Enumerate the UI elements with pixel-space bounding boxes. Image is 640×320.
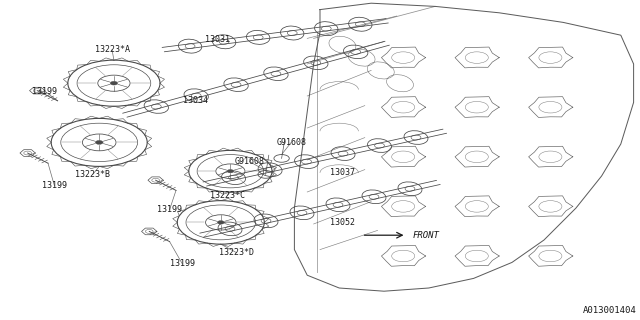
- Text: 13199: 13199: [170, 260, 195, 268]
- Text: 13223*A: 13223*A: [95, 45, 129, 54]
- Text: A013001404: A013001404: [583, 306, 637, 315]
- Text: G91608: G91608: [235, 157, 264, 166]
- Text: 13199: 13199: [42, 181, 67, 190]
- Circle shape: [95, 140, 103, 144]
- Text: 13031: 13031: [205, 36, 230, 44]
- Text: 13199: 13199: [32, 87, 58, 96]
- Text: 13199: 13199: [157, 205, 182, 214]
- Circle shape: [218, 221, 224, 224]
- Text: G91608: G91608: [276, 138, 306, 147]
- Text: 13052: 13052: [330, 218, 355, 227]
- Text: 13223*B: 13223*B: [76, 170, 110, 179]
- Text: 13223*D: 13223*D: [220, 248, 254, 257]
- Text: FRONT: FRONT: [413, 231, 440, 240]
- Circle shape: [227, 170, 234, 173]
- Text: 13223*C: 13223*C: [210, 191, 244, 200]
- Circle shape: [110, 81, 118, 85]
- Text: 13037: 13037: [330, 168, 355, 177]
- Text: 13034: 13034: [182, 96, 208, 105]
